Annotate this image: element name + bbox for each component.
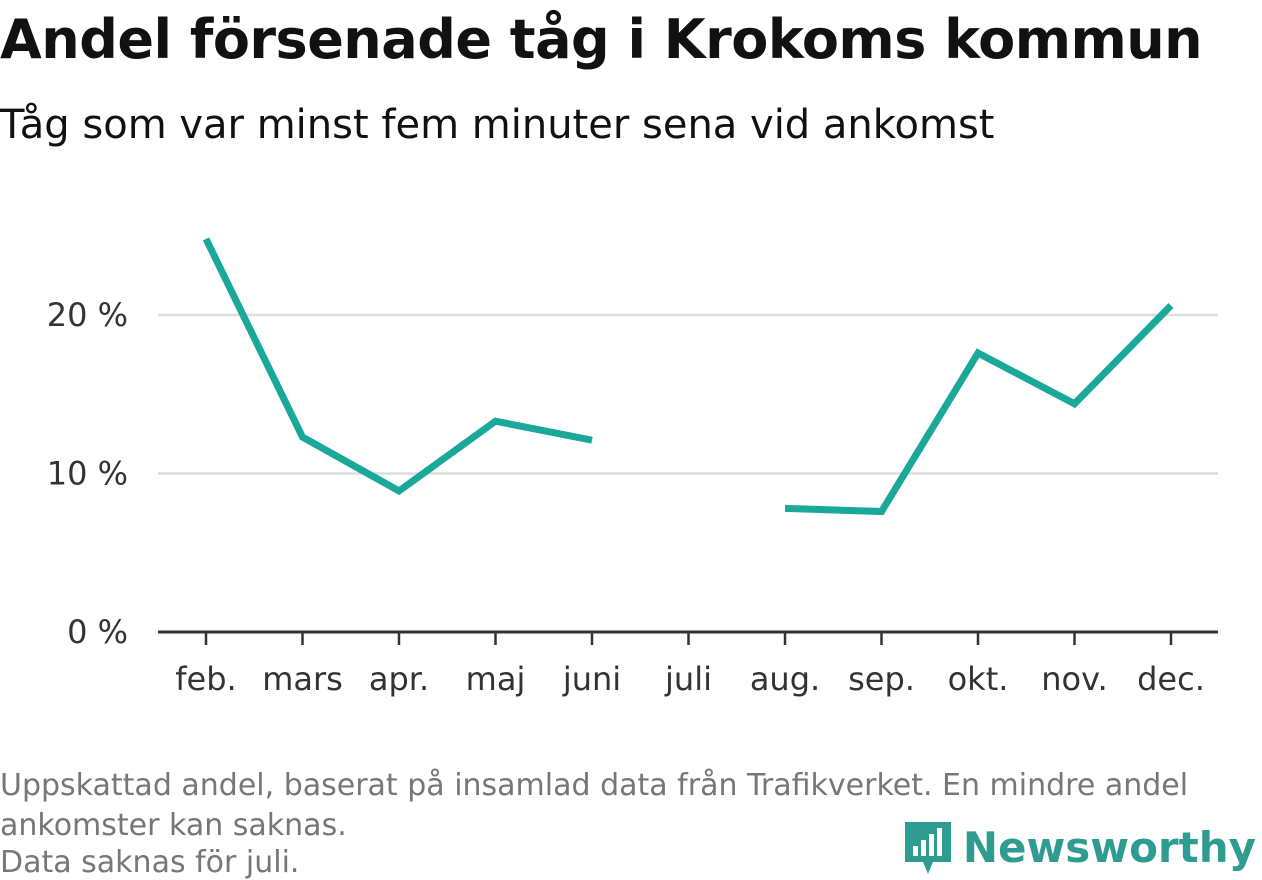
grid-lines — [158, 313, 1218, 475]
logo-text: Newsworthy — [962, 822, 1256, 872]
footnote-line-3: Data saknas för juli. — [0, 845, 300, 880]
x-tick-label: mars — [262, 660, 343, 698]
newsworthy-logo: Newsworthy — [903, 818, 1256, 876]
x-tick-label: okt. — [948, 660, 1009, 698]
y-tick-label: 10 % — [47, 455, 128, 493]
series-lines — [202, 237, 1174, 516]
x-tick-label: aug. — [750, 660, 820, 698]
x-axis — [158, 630, 1218, 645]
line-chart: 0 % 10 % 20 % feb. mars apr. maj juni juli aug. s… — [47, 237, 1218, 698]
footnote-line-1: Uppskattad andel, baserat på insamlad da… — [0, 768, 1189, 803]
chart-title: Andel försenade tåg i Krokoms kommun — [0, 8, 1203, 71]
y-axis-labels: 0 % 10 % 20 % — [47, 296, 128, 651]
x-tick-label: sep. — [848, 660, 915, 698]
series-line-segment — [784, 303, 1174, 516]
bar-chart-speech-bubble-icon — [904, 822, 951, 874]
x-tick-label: juli — [664, 660, 712, 698]
x-tick-label: apr. — [369, 660, 429, 698]
x-tick-label: dec. — [1137, 660, 1205, 698]
x-axis-labels: feb. mars apr. maj juni juli aug. sep. okt. nov. d… — [175, 660, 1205, 698]
x-tick-label: nov. — [1041, 660, 1107, 698]
y-tick-label: 0 % — [67, 613, 128, 651]
x-tick-label: juni — [562, 660, 621, 698]
chart-subtitle: Tåg som var minst fem minuter sena vid a… — [0, 102, 995, 148]
y-tick-label: 20 % — [47, 296, 128, 334]
x-tick-label: maj — [466, 660, 526, 698]
footnote-line-2: ankomster kan saknas. — [0, 808, 347, 843]
x-tick-label: feb. — [175, 660, 236, 698]
series-line-segment — [202, 237, 593, 496]
